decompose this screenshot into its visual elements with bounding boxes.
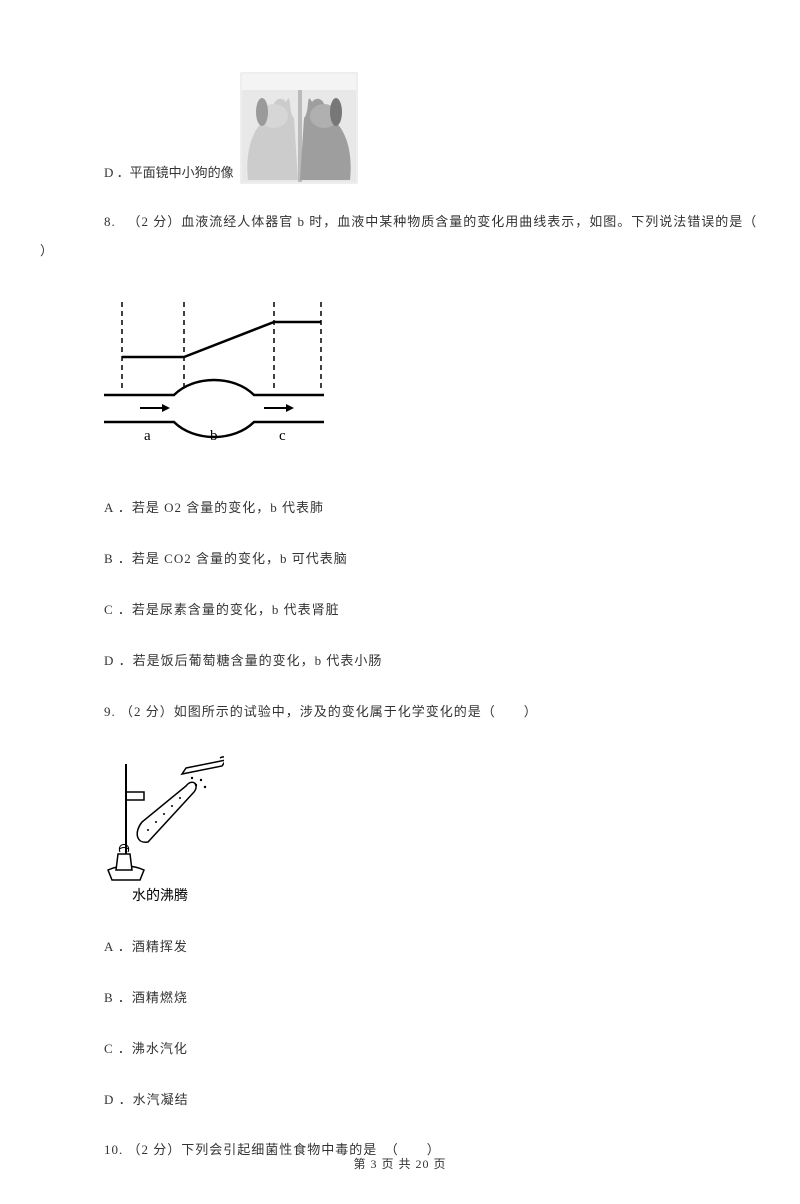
svg-text:c: c — [279, 428, 286, 442]
q9-option-d: D ．水汽凝结 — [104, 1090, 760, 1111]
q8-diagram: a b c — [104, 302, 800, 449]
q8-option-b: B ．若是 CO2 含量的变化，b 可代表脑 — [104, 549, 760, 570]
q9-option-b: B ．酒精燃烧 — [104, 988, 760, 1009]
q7-option-d: D ．平面镜中小狗的像 — [104, 163, 234, 184]
q8-option-c: C ．若是尿素含量的变化，b 代表肾脏 — [104, 600, 760, 621]
svg-text:水的沸腾: 水的沸腾 — [132, 887, 188, 902]
q8-stem-wrap: ） — [40, 241, 760, 262]
q8-stem-line1: 8. （2 分）血液流经人体器官 b 时，血液中某种物质含量的变化用曲线表示，如… — [104, 212, 760, 233]
svg-text:a: a — [144, 428, 151, 442]
page-footer: 第 3 页 共 20 页 — [0, 1155, 800, 1174]
q7-dog-image — [240, 72, 358, 184]
svg-text:b: b — [210, 428, 218, 442]
q9-option-c: C ．沸水汽化 — [104, 1039, 760, 1060]
q8-option-a: A ．若是 O2 含量的变化，b 代表肺 — [104, 498, 760, 519]
q9-option-a: A ．酒精挥发 — [104, 937, 760, 958]
q7-option-d-block: D ．平面镜中小狗的像 — [104, 72, 800, 184]
q9-diagram: 水的沸腾 — [104, 752, 800, 909]
q9-stem: 9. （2 分）如图所示的试验中，涉及的变化属于化学变化的是（ ） — [104, 702, 760, 723]
q8-option-d: D ．若是饭后葡萄糖含量的变化，b 代表小肠 — [104, 651, 760, 672]
